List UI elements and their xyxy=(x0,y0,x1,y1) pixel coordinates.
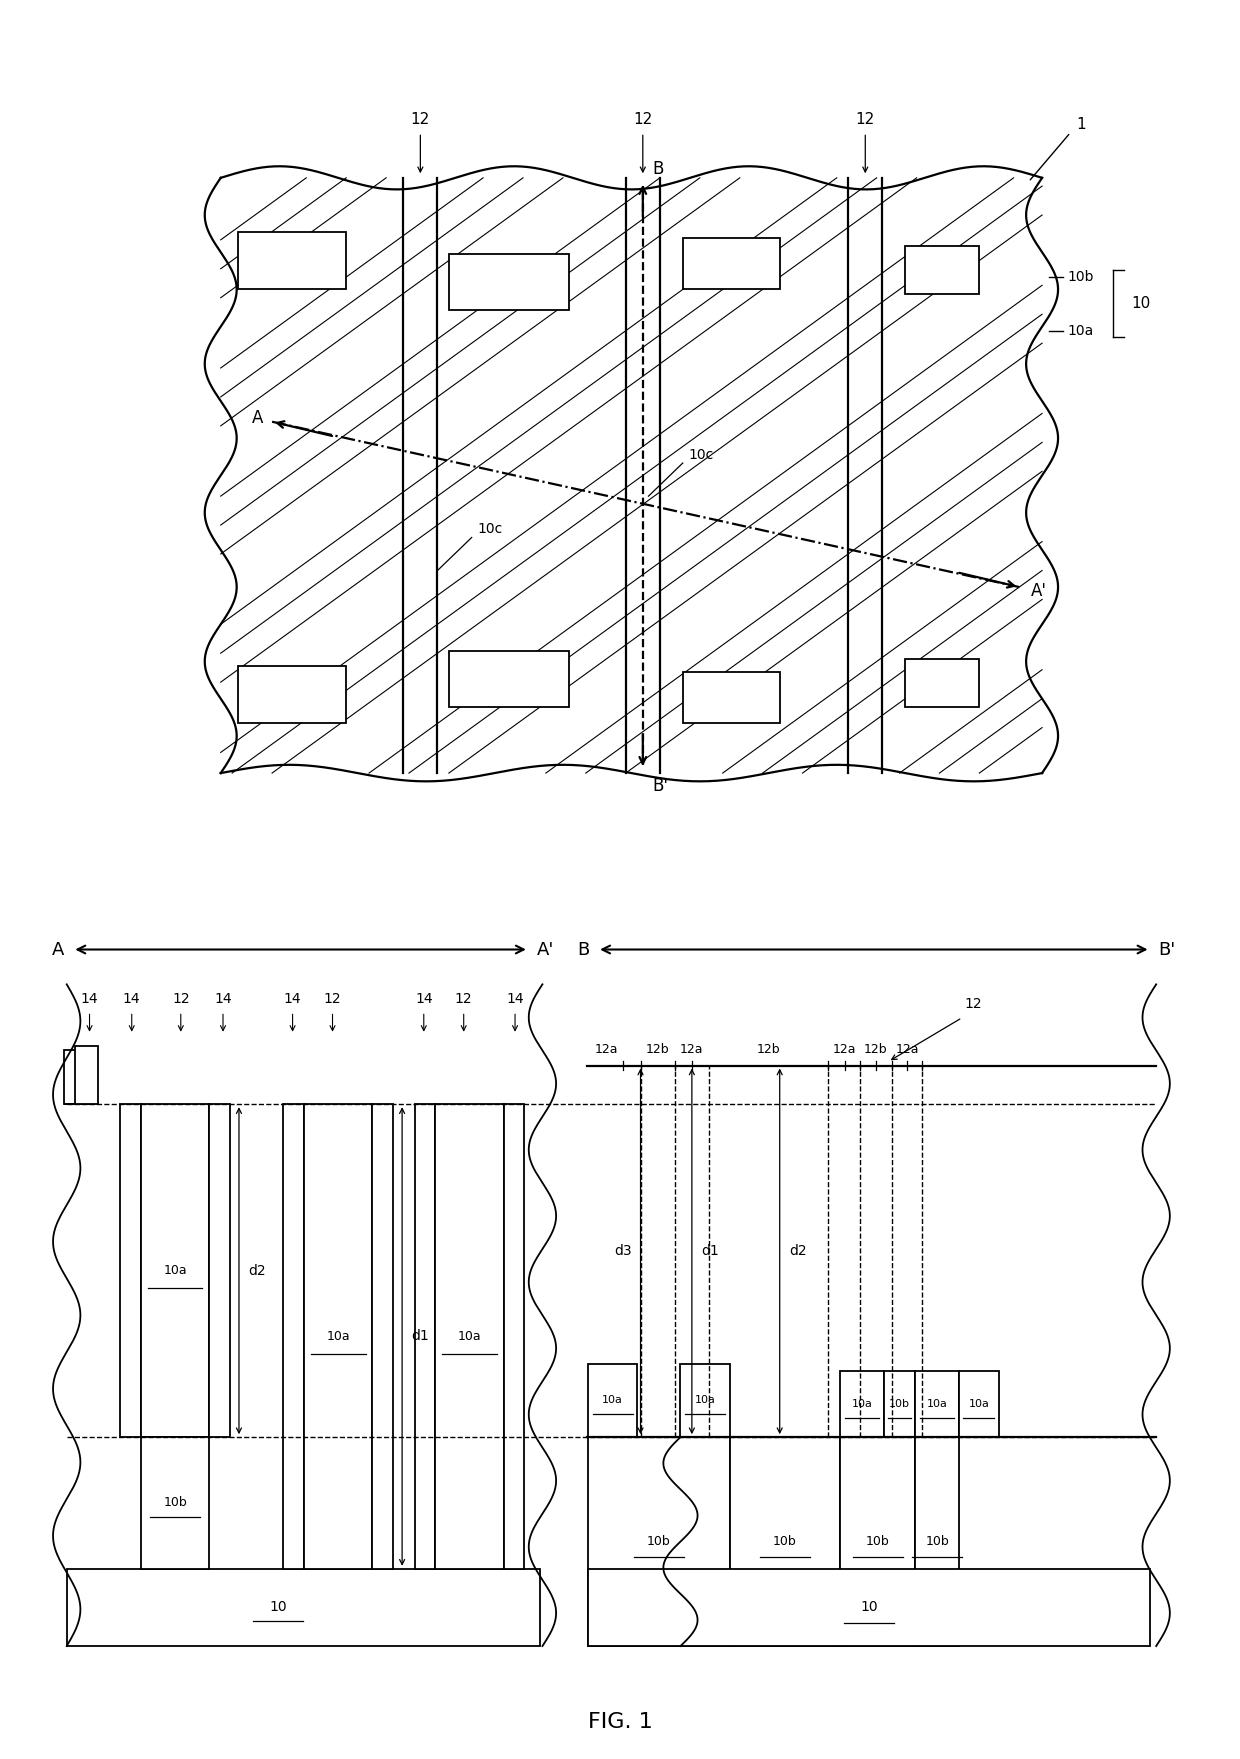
Bar xyxy=(141,1105,210,1437)
Text: 12b: 12b xyxy=(756,1043,780,1057)
Bar xyxy=(959,1372,998,1437)
Text: d2: d2 xyxy=(789,1244,806,1258)
Text: 10a: 10a xyxy=(694,1395,715,1405)
Bar xyxy=(67,1569,541,1646)
Text: 12a: 12a xyxy=(594,1043,618,1057)
Bar xyxy=(729,1437,841,1646)
Text: 10b: 10b xyxy=(647,1536,671,1548)
Text: 10a: 10a xyxy=(603,1395,622,1405)
Text: d3: d3 xyxy=(614,1244,631,1258)
Text: 12a: 12a xyxy=(833,1043,857,1057)
Text: 10b: 10b xyxy=(164,1497,187,1509)
Text: 12: 12 xyxy=(324,992,341,1006)
Text: 12a: 12a xyxy=(680,1043,703,1057)
Bar xyxy=(238,232,346,290)
Bar xyxy=(681,1363,729,1437)
Bar xyxy=(683,672,780,723)
Text: B: B xyxy=(652,160,663,178)
Text: B: B xyxy=(577,941,589,959)
Bar xyxy=(841,1437,915,1646)
Text: 10c: 10c xyxy=(477,522,502,536)
Bar xyxy=(915,1437,959,1646)
Text: d2: d2 xyxy=(248,1263,265,1277)
Bar xyxy=(588,1363,637,1437)
Text: 10a: 10a xyxy=(458,1330,481,1342)
Bar xyxy=(372,1105,393,1569)
Text: 10: 10 xyxy=(861,1601,878,1615)
Text: 12b: 12b xyxy=(646,1043,670,1057)
Text: 10a: 10a xyxy=(926,1398,947,1409)
Text: A: A xyxy=(52,941,64,959)
Text: FIG. 1: FIG. 1 xyxy=(588,1712,652,1733)
Bar xyxy=(588,1569,1151,1646)
Bar xyxy=(588,1437,729,1646)
Bar xyxy=(304,1105,372,1569)
Text: 14: 14 xyxy=(81,992,98,1006)
Text: 10b: 10b xyxy=(925,1536,949,1548)
Text: 14: 14 xyxy=(215,992,232,1006)
Text: A': A' xyxy=(1030,582,1047,600)
Text: 10c: 10c xyxy=(688,449,714,463)
Text: 10a: 10a xyxy=(968,1398,990,1409)
Bar xyxy=(449,651,569,707)
Bar xyxy=(210,1105,229,1437)
Bar xyxy=(905,246,980,294)
Text: 10a: 10a xyxy=(852,1398,872,1409)
Text: 12: 12 xyxy=(172,992,190,1006)
Bar xyxy=(915,1372,959,1437)
Bar xyxy=(64,1050,93,1105)
Text: d1: d1 xyxy=(701,1244,719,1258)
Bar xyxy=(74,1047,98,1105)
Text: 14: 14 xyxy=(415,992,433,1006)
Bar xyxy=(905,660,980,707)
Text: 12: 12 xyxy=(965,997,982,1011)
Bar xyxy=(841,1372,884,1437)
Text: A': A' xyxy=(537,941,554,959)
Text: 12: 12 xyxy=(455,992,472,1006)
Text: 14: 14 xyxy=(123,992,140,1006)
Text: 10b: 10b xyxy=(773,1536,797,1548)
Text: 10a: 10a xyxy=(164,1265,187,1277)
Text: 12a: 12a xyxy=(895,1043,919,1057)
Text: 12: 12 xyxy=(856,111,875,127)
Text: 10a: 10a xyxy=(1068,324,1094,338)
Text: 14: 14 xyxy=(506,992,523,1006)
Text: 1: 1 xyxy=(1076,116,1086,132)
Bar xyxy=(683,237,780,290)
Text: 12: 12 xyxy=(634,111,652,127)
Bar xyxy=(449,253,569,310)
Text: B': B' xyxy=(652,777,668,795)
Bar xyxy=(503,1105,525,1569)
Bar xyxy=(414,1105,435,1569)
Text: 14: 14 xyxy=(284,992,301,1006)
Text: 10b: 10b xyxy=(1068,271,1094,283)
Bar xyxy=(435,1105,503,1569)
Text: A: A xyxy=(252,408,263,427)
Bar xyxy=(120,1105,141,1437)
Bar xyxy=(141,1437,210,1569)
Bar xyxy=(284,1105,304,1569)
Text: B': B' xyxy=(1158,941,1176,959)
Text: d1: d1 xyxy=(412,1330,429,1344)
Text: 10b: 10b xyxy=(866,1536,889,1548)
Text: 12: 12 xyxy=(410,111,430,127)
Text: 10a: 10a xyxy=(326,1330,350,1342)
Bar xyxy=(238,665,346,723)
Text: 12b: 12b xyxy=(864,1043,888,1057)
Text: 10: 10 xyxy=(269,1601,286,1615)
Text: 10: 10 xyxy=(1131,297,1151,311)
Bar xyxy=(884,1372,915,1437)
Text: 10b: 10b xyxy=(889,1398,910,1409)
